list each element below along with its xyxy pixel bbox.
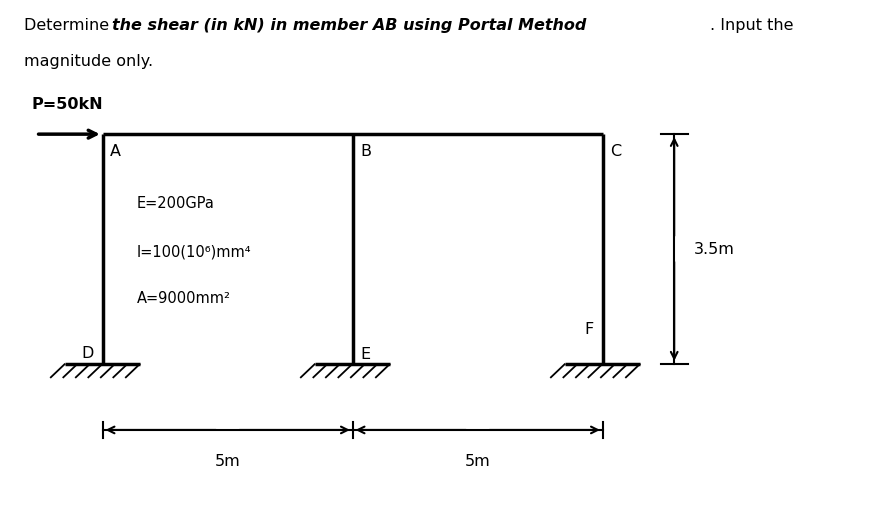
Text: A: A — [110, 144, 121, 159]
Text: C: C — [610, 144, 621, 159]
Text: 3.5m: 3.5m — [694, 242, 735, 257]
Text: magnitude only.: magnitude only. — [24, 53, 154, 68]
Text: E: E — [360, 347, 370, 361]
Text: I=100(10⁶)mm⁴: I=100(10⁶)mm⁴ — [137, 244, 251, 259]
Text: B: B — [360, 144, 371, 159]
Text: A=9000mm²: A=9000mm² — [137, 290, 230, 305]
Text: D: D — [81, 345, 94, 360]
Text: the shear (in kN) in member AB using Portal Method: the shear (in kN) in member AB using Por… — [112, 18, 586, 33]
Text: F: F — [585, 321, 594, 336]
Text: E=200GPa: E=200GPa — [137, 196, 214, 211]
Text: 5m: 5m — [465, 453, 490, 468]
Text: 5m: 5m — [215, 453, 240, 468]
Text: . Input the: . Input the — [710, 18, 794, 33]
Text: P=50kN: P=50kN — [31, 97, 103, 112]
Text: Determine: Determine — [24, 18, 114, 33]
